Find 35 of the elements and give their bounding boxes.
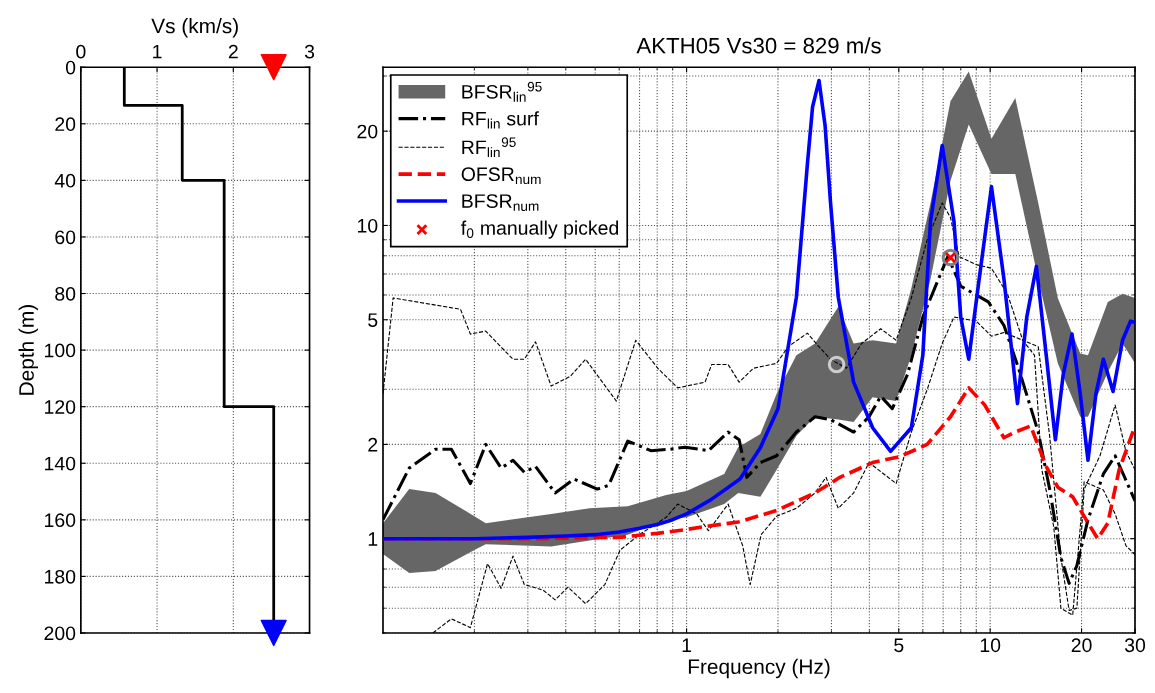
x-axis-title: Vs (km/s)	[151, 18, 238, 38]
y-tick-label: 100	[45, 343, 76, 358]
y-tick-label: 10	[357, 218, 378, 233]
x-tick-label: 30	[1124, 638, 1146, 653]
x-tick-label: 3	[304, 44, 315, 59]
y-tick-label: 20	[357, 124, 378, 139]
legend-label: RF$_{lin}$$^{95}$	[462, 137, 516, 158]
y-tick-label: 0	[65, 60, 76, 75]
y-tick-label: 160	[45, 513, 76, 528]
y-tick-label: 40	[54, 173, 76, 188]
x-tick-label: 2	[228, 44, 238, 59]
y-tick-label: 80	[55, 286, 76, 301]
legend-label: OFSR$_{num}$	[461, 167, 541, 185]
chart-title: AKTH05 Vs30 = 829 m/s	[636, 37, 881, 54]
legend-label: BFSR$_{num}$	[462, 194, 539, 211]
y-tick-label: 60	[55, 230, 76, 245]
x-axis-title: Frequency (Hz)	[688, 658, 830, 679]
x-tick-label: 5	[894, 638, 904, 653]
x-tick-label: 1	[153, 44, 162, 59]
y-tick-label: 20	[55, 117, 76, 132]
y-axis-title: Depth (m)	[18, 305, 38, 395]
x-tick-label: 0	[76, 44, 86, 59]
y-tick-label: 140	[45, 456, 76, 471]
y-tick-label: 2	[368, 437, 378, 452]
y-tick-label: 200	[44, 626, 76, 641]
y-tick-label: 1	[368, 532, 378, 546]
y-tick-label: 120	[45, 400, 76, 414]
y-tick-label: 180	[45, 569, 76, 584]
x-tick-label: 1	[682, 638, 692, 652]
legend-label: f$_{0}$ manually picked	[461, 220, 619, 239]
y-tick-label: 5	[368, 313, 378, 327]
legend-label: BFSR$_{lin}$$^{95}$	[462, 81, 542, 102]
x-tick-label: 20	[1071, 638, 1092, 653]
legend-label: RF$_{lin}$ surf	[462, 111, 539, 129]
x-tick-label: 10	[980, 638, 1001, 653]
